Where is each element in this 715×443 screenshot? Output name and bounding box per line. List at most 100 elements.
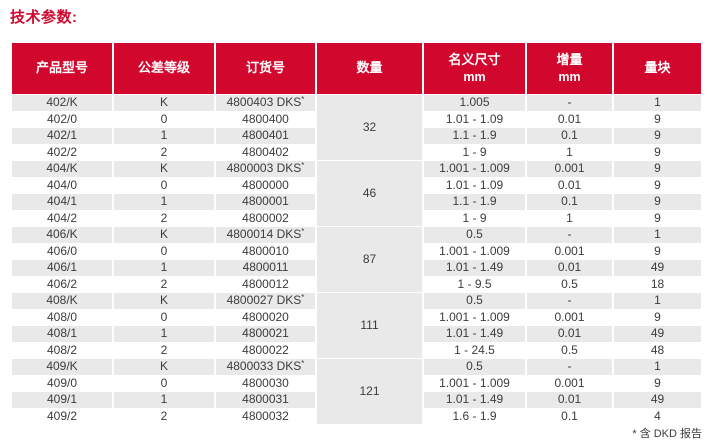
cell-tolerance-grade: 0 <box>114 243 214 259</box>
cell-increment: 0.01 <box>527 392 612 408</box>
cell-nominal-size: 1.001 - 1.009 <box>424 161 525 177</box>
cell-order-number: 4800001 <box>216 194 315 210</box>
cell-product-model: 406/1 <box>12 260 112 276</box>
column-header-increment: 增量 mm <box>527 43 612 94</box>
cell-order-number: 4800403 DKS* <box>216 95 315 111</box>
cell-tolerance-grade: K <box>114 359 214 375</box>
cell-increment: 0.001 <box>527 161 612 177</box>
cell-order-number: 4800011 <box>216 260 315 276</box>
cell-tolerance-grade: K <box>114 161 214 177</box>
cell-increment: 1 <box>527 210 612 226</box>
cell-nominal-size: 1.1 - 1.9 <box>424 194 525 210</box>
cell-increment: 0.1 <box>527 408 612 424</box>
cell-gauge-blocks: 1 <box>614 293 701 309</box>
cell-increment: 0.5 <box>527 342 612 358</box>
cell-product-model: 409/K <box>12 359 112 375</box>
cell-quantity: 87 <box>317 227 422 292</box>
cell-tolerance-grade: 1 <box>114 326 214 342</box>
column-header-nominal-size: 名义尺寸 mm <box>424 43 525 94</box>
table-row: 402/1 1 4800401 1.1 - 1.9 0.1 9 <box>12 128 701 144</box>
cell-tolerance-grade: 2 <box>114 342 214 358</box>
page-title: 技术参数: <box>10 9 78 26</box>
cell-tolerance-grade: 0 <box>114 309 214 325</box>
cell-gauge-blocks: 18 <box>614 276 701 292</box>
cell-gauge-blocks: 1 <box>614 95 701 111</box>
table-body: 402/K K 4800403 DKS* 32 1.005-1 402/0 0 4800400… <box>12 95 701 424</box>
cell-nominal-size: 0.5 <box>424 359 525 375</box>
cell-gauge-blocks: 49 <box>614 326 701 342</box>
tech-params-table: 产品型号 公差等级 订货号 数量 名义尺寸 mm 增量 mm 量块 402/K K 4800403 … <box>10 42 703 425</box>
cell-product-model: 409/2 <box>12 408 112 424</box>
cell-product-model: 404/1 <box>12 194 112 210</box>
dkd-footnote: * 含 DKD 报告 <box>632 428 702 440</box>
cell-product-model: 406/K <box>12 227 112 243</box>
cell-nominal-size: 0.5 <box>424 293 525 309</box>
column-header-tolerance-grade: 公差等级 <box>114 43 214 94</box>
cell-order-number: 4800010 <box>216 243 315 259</box>
column-header-product-model: 产品型号 <box>12 43 112 94</box>
cell-gauge-blocks: 48 <box>614 342 701 358</box>
cell-increment: 0.01 <box>527 111 612 127</box>
table-row: 402/0 0 4800400 1.01 - 1.09 0.01 9 <box>12 111 701 127</box>
table-row: 406/1 1 4800011 1.01 - 1.49 0.01 49 <box>12 260 701 276</box>
cell-nominal-size: 1 - 24.5 <box>424 342 525 358</box>
cell-tolerance-grade: 0 <box>114 375 214 391</box>
cell-product-model: 404/2 <box>12 210 112 226</box>
cell-gauge-blocks: 9 <box>614 111 701 127</box>
cell-order-number: 4800027 DKS* <box>216 293 315 309</box>
cell-product-model: 409/1 <box>12 392 112 408</box>
table-row: 408/K K 4800027 DKS* 111 0.5-1 <box>12 293 701 358</box>
cell-product-model: 402/2 <box>12 144 112 160</box>
cell-nominal-size: 1 - 9 <box>424 210 525 226</box>
cell-nominal-size: 1.001 - 1.009 <box>424 375 525 391</box>
cell-nominal-size: 1.01 - 1.49 <box>424 260 525 276</box>
table-row: 409/K K 4800033 DKS* 121 0.5-1 <box>12 359 701 424</box>
cell-increment: - <box>527 293 612 309</box>
cell-quantity: 32 <box>317 95 422 160</box>
cell-product-model: 404/K <box>12 161 112 177</box>
cell-nominal-size: 1.01 - 1.49 <box>424 392 525 408</box>
cell-nominal-size: 1.005 <box>424 95 525 111</box>
cell-gauge-blocks: 49 <box>614 260 701 276</box>
cell-product-model: 408/K <box>12 293 112 309</box>
table-row: 404/1 1 4800001 1.1 - 1.9 0.1 9 <box>12 194 701 210</box>
cell-product-model: 402/1 <box>12 128 112 144</box>
cell-order-number: 4800401 <box>216 128 315 144</box>
cell-nominal-size: 1.01 - 1.09 <box>424 111 525 127</box>
cell-tolerance-grade: K <box>114 293 214 309</box>
table-row: 409/2 2 4800032 1.6 - 1.9 0.1 4 <box>12 408 701 424</box>
column-header-order-number: 订货号 <box>216 43 315 94</box>
cell-increment: 0.5 <box>527 276 612 292</box>
table-row: 404/0 0 4800000 1.01 - 1.09 0.01 9 <box>12 177 701 193</box>
table-row: 408/2 2 4800022 1 - 24.5 0.5 48 <box>12 342 701 358</box>
cell-product-model: 402/K <box>12 95 112 111</box>
cell-gauge-blocks: 9 <box>614 144 701 160</box>
cell-order-number: 4800022 <box>216 342 315 358</box>
cell-increment: 0.01 <box>527 260 612 276</box>
cell-increment: 0.001 <box>527 309 612 325</box>
cell-product-model: 404/0 <box>12 177 112 193</box>
cell-gauge-blocks: 1 <box>614 227 701 243</box>
cell-tolerance-grade: 0 <box>114 177 214 193</box>
cell-increment: 0.001 <box>527 243 612 259</box>
cell-gauge-blocks: 1 <box>614 359 701 375</box>
cell-increment: - <box>527 95 612 111</box>
cell-order-number: 4800033 DKS* <box>216 359 315 375</box>
column-header-quantity: 数量 <box>317 43 422 94</box>
cell-gauge-blocks: 4 <box>614 408 701 424</box>
table-row: 402/K K 4800403 DKS* 32 1.005-1 <box>12 95 701 160</box>
cell-quantity: 121 <box>317 359 422 424</box>
cell-gauge-blocks: 9 <box>614 161 701 177</box>
cell-gauge-blocks: 9 <box>614 194 701 210</box>
cell-tolerance-grade: 1 <box>114 128 214 144</box>
cell-increment: 0.01 <box>527 177 612 193</box>
cell-order-number: 4800021 <box>216 326 315 342</box>
cell-nominal-size: 1.1 - 1.9 <box>424 128 525 144</box>
cell-order-number: 4800000 <box>216 177 315 193</box>
cell-increment: 0.001 <box>527 375 612 391</box>
cell-nominal-size: 1.01 - 1.09 <box>424 177 525 193</box>
cell-tolerance-grade: 2 <box>114 144 214 160</box>
cell-gauge-blocks: 9 <box>614 177 701 193</box>
